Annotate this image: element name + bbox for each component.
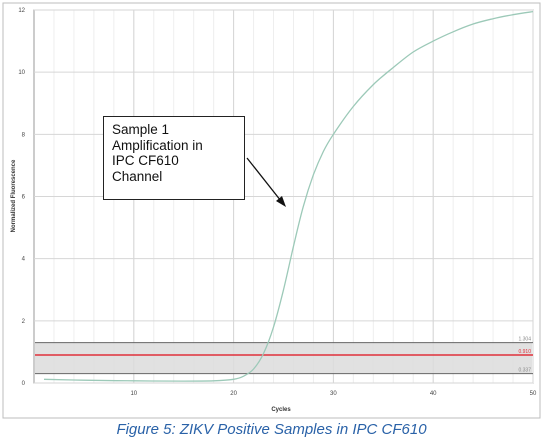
- chart-frame: 1.304 0.910 0.337 10 20 30 40 50 0 2 4 6 8 10 12 Cycl…: [2, 2, 541, 419]
- threshold-upper-label: 1.304: [518, 337, 531, 343]
- annotation-arrowhead: [276, 196, 286, 207]
- threshold-band-fill: [35, 342, 532, 374]
- tick-labels: 10 20 30 40 50 0 2 4 6 8 10 12: [18, 8, 537, 397]
- y-tick-label: 10: [18, 70, 25, 76]
- x-axis-label: Cycles: [271, 407, 291, 413]
- y-tick-label: 4: [22, 257, 26, 263]
- y-tick-label: 12: [18, 8, 25, 14]
- amplification-chart: 1.304 0.910 0.337 10 20 30 40 50 0 2 4 6 8 10 12 Cycl…: [2, 2, 541, 419]
- threshold-lower-label: 0.337: [518, 368, 531, 374]
- x-tick-label: 20: [230, 391, 237, 397]
- annotation-callout: Sample 1 Amplification in IPC CF610 Chan…: [103, 116, 245, 200]
- y-tick-label: 6: [22, 195, 26, 201]
- x-tick-label: 40: [430, 391, 437, 397]
- series-lines: [43, 10, 534, 382]
- threshold-label: 0.910: [518, 349, 531, 355]
- annotation-arrow: [246, 157, 282, 202]
- figure-caption: Figure 5: ZIKV Positive Samples in IPC C…: [116, 421, 427, 438]
- x-tick-label: 50: [530, 391, 537, 397]
- x-tick-label: 10: [130, 391, 137, 397]
- y-axis-label: Normalized Fluorescence: [11, 159, 17, 232]
- x-tick-label: 30: [330, 391, 337, 397]
- y-tick-label: 8: [22, 132, 26, 138]
- y-tick-label: 2: [22, 319, 26, 325]
- amplification-curve: [43, 10, 534, 382]
- threshold-band: 1.304 0.910 0.337: [35, 337, 533, 375]
- y-tick-label: 0: [22, 381, 26, 387]
